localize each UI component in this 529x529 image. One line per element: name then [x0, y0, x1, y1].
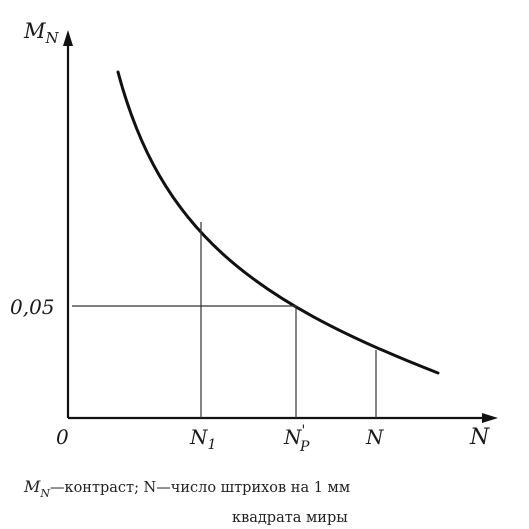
x-marker-label-np: N' P	[283, 423, 310, 455]
x-marker-label-n: N	[365, 425, 385, 449]
x-axis-label: N	[469, 425, 490, 450]
x-axis-arrow	[482, 413, 498, 423]
x-marker-label-n1: N1	[189, 425, 216, 453]
caption-line-2: квадрата миры	[232, 510, 348, 526]
y-marker-label: 0,05	[10, 295, 55, 319]
caption-line-1: MN—контраст; N—число штрихов на 1 мм	[23, 477, 350, 500]
y-axis-arrow	[63, 30, 73, 46]
origin-label: 0	[56, 425, 69, 449]
y-axis-label: MN	[23, 19, 60, 47]
contrast-curve	[116, 70, 440, 375]
